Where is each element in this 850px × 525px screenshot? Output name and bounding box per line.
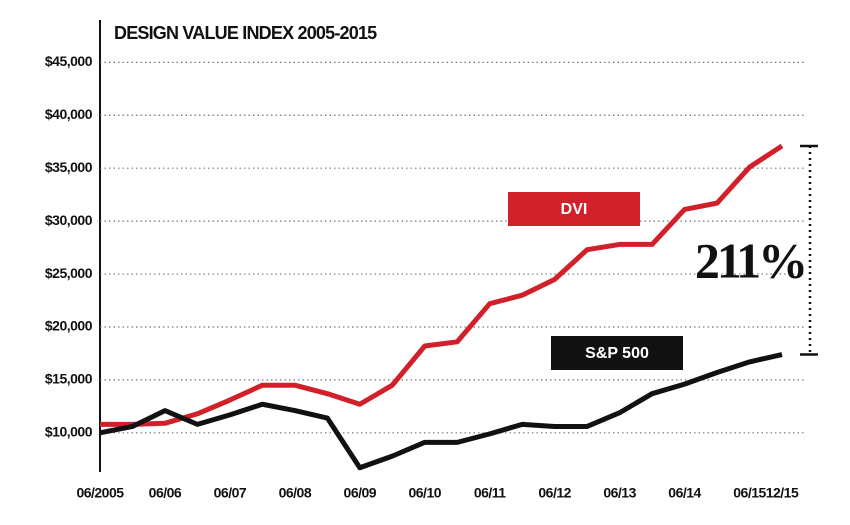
y-tick-label: $10,000 bbox=[45, 424, 93, 440]
legend-box bbox=[508, 192, 640, 226]
x-tick-label: 06/13 bbox=[603, 485, 636, 501]
y-tick-label: $45,000 bbox=[45, 53, 93, 69]
legend-box bbox=[551, 336, 683, 370]
x-tick-label: 06/2005 bbox=[76, 485, 124, 501]
x-tick-label: 06/14 bbox=[668, 485, 701, 501]
legend-label: S&P 500 bbox=[585, 345, 649, 362]
x-tick-label: 06/09 bbox=[344, 485, 377, 501]
x-tick-label: 12/15 bbox=[766, 485, 799, 501]
y-tick-label: $20,000 bbox=[45, 318, 93, 334]
x-tick-label: 06/12 bbox=[538, 485, 571, 501]
line bbox=[100, 143, 784, 427]
x-tick-label: 06/07 bbox=[214, 485, 247, 501]
x-tick-label: 06/15 bbox=[733, 485, 766, 501]
chart-title: DESIGN VALUE INDEX 2005-2015 bbox=[114, 23, 377, 43]
x-tick-label: 06/06 bbox=[149, 485, 182, 501]
annotation: 211% bbox=[695, 233, 805, 289]
y-tick-label: $35,000 bbox=[45, 159, 93, 175]
y-tick-label: $30,000 bbox=[45, 212, 93, 228]
y-tick-label: $40,000 bbox=[45, 106, 93, 122]
x-tick-label: 06/10 bbox=[408, 485, 441, 501]
line bbox=[99, 352, 783, 471]
x-tick-label: 06/11 bbox=[474, 485, 506, 501]
legend-label: DVI bbox=[561, 201, 588, 218]
y-tick-label: $15,000 bbox=[45, 371, 93, 387]
y-tick-label: $25,000 bbox=[45, 265, 93, 281]
x-tick-label: 06/08 bbox=[279, 485, 312, 501]
